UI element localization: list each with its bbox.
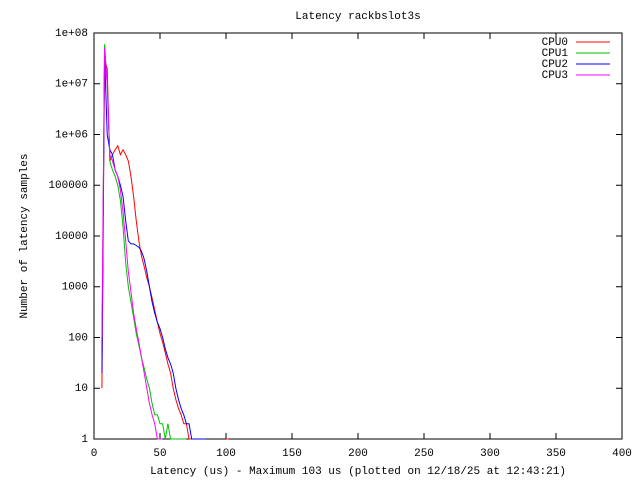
x-tick-label: 250 [414, 448, 434, 460]
legend-label: CPU0 [542, 37, 568, 49]
x-tick-label: 350 [546, 448, 566, 460]
y-tick-label: 1000 [62, 282, 88, 294]
y-tick-label: 1e+06 [55, 129, 88, 141]
series-line [101, 44, 187, 440]
x-tick-label: 400 [612, 448, 632, 460]
legend-label: CPU3 [542, 70, 568, 82]
x-tick-label: 300 [480, 448, 500, 460]
y-tick-label: 100 [68, 332, 88, 344]
x-tick-label: 150 [282, 448, 302, 460]
x-tick-label: 100 [216, 448, 236, 460]
y-tick-label: 100000 [48, 180, 88, 192]
y-tick-label: 10000 [55, 231, 88, 243]
y-tick-label: 1e+07 [55, 79, 88, 91]
series-line [101, 48, 163, 440]
legend-label: CPU2 [542, 59, 568, 71]
chart-title: Latency rackbslot3s [295, 11, 420, 23]
x-tick-label: 200 [348, 448, 368, 460]
x-tick-label: 50 [153, 448, 166, 460]
y-axis-label: Number of latency samples [19, 153, 31, 318]
x-axis-label: Latency (us) - Maximum 103 us (plotted o… [150, 466, 566, 478]
x-tick-label: 0 [91, 448, 98, 460]
y-tick-label: 1 [81, 434, 88, 446]
y-tick-label: 10 [75, 383, 88, 395]
y-tick-label: 1e+08 [55, 28, 88, 40]
legend-label: CPU1 [542, 48, 569, 60]
